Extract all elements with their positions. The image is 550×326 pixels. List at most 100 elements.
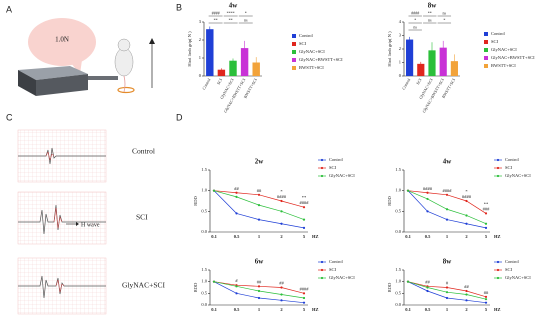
legend-swatch xyxy=(484,56,488,60)
annotation: ## xyxy=(464,284,469,289)
point xyxy=(465,214,468,217)
point xyxy=(302,206,306,209)
bar xyxy=(406,39,414,76)
legend-label: SCI xyxy=(299,41,307,46)
annotation: ** xyxy=(214,17,218,22)
panel-label: C xyxy=(6,112,13,122)
annotation: ** xyxy=(428,10,432,15)
legend-label: Control xyxy=(491,31,506,36)
y-tick-label: 0.0 xyxy=(395,229,401,234)
trace-box xyxy=(17,191,107,245)
point xyxy=(302,226,306,229)
arrow-head xyxy=(149,38,155,44)
y-tick-label: 1 xyxy=(199,55,201,60)
x-tick-label: 0.5 xyxy=(425,234,431,239)
panel-label: A xyxy=(6,4,12,14)
y-axis-label: RDD xyxy=(387,196,392,206)
h-wave-label: H wave xyxy=(81,222,100,228)
y-axis-label: RDD xyxy=(193,196,198,206)
x-axis-label: HZ xyxy=(312,234,319,239)
y-tick-label: 3 xyxy=(399,33,402,38)
device-rod xyxy=(88,76,118,80)
x-tick-label: 0.5 xyxy=(425,307,431,312)
point xyxy=(465,222,468,225)
legend-label: GlyNAC+SCI xyxy=(491,47,517,52)
annotation: * xyxy=(280,189,283,194)
legend-label: Control xyxy=(299,33,314,38)
bar xyxy=(217,69,226,76)
legend-label: GlyNAC+SCI xyxy=(505,173,531,178)
point xyxy=(465,299,468,302)
x-tick-label: 5 xyxy=(485,234,488,239)
y-tick-label: 1.5 xyxy=(201,167,207,172)
bar xyxy=(240,48,249,76)
point xyxy=(212,280,216,283)
legend-label: GlyNAC+SCI xyxy=(505,275,531,280)
point xyxy=(406,280,410,283)
rat-body xyxy=(114,47,134,77)
y-tick-label: 1.0 xyxy=(201,188,207,193)
point xyxy=(484,226,488,229)
chart-title: 4w xyxy=(443,158,453,166)
point xyxy=(445,291,449,294)
point xyxy=(484,298,488,301)
y-tick-label: 0.5 xyxy=(201,290,207,295)
trace-red xyxy=(55,279,65,293)
point xyxy=(465,289,468,293)
annotation: ## xyxy=(257,279,262,284)
y-tick-label: 1.0 xyxy=(201,279,207,284)
x-tick-label: SCI xyxy=(415,77,423,85)
legend-label: BWSTT+SCI xyxy=(299,65,324,70)
point xyxy=(302,218,306,221)
annotation: #### xyxy=(277,194,287,199)
y-tick-label: 2 xyxy=(399,46,401,51)
legend-swatch xyxy=(292,50,296,54)
chart-title: 8w xyxy=(428,2,438,10)
point xyxy=(484,212,488,215)
legend-swatch xyxy=(292,58,296,62)
bar xyxy=(450,61,458,76)
point xyxy=(445,208,449,211)
y-tick-label: 0 xyxy=(399,73,402,78)
y-axis-label: Hind limb grip( N ) xyxy=(387,31,392,67)
point xyxy=(445,193,449,196)
point xyxy=(280,210,283,213)
point xyxy=(235,212,238,215)
legend-swatch xyxy=(292,66,296,70)
legend-marker xyxy=(496,260,500,264)
x-tick-label: 1 xyxy=(258,307,261,312)
y-tick-label: 1.0 xyxy=(395,188,401,193)
x-tick-label: 1 xyxy=(446,234,449,239)
y-tick-label: 0.5 xyxy=(395,290,401,295)
annotation: ns xyxy=(244,17,248,22)
point xyxy=(235,292,238,295)
annotation: # xyxy=(446,281,449,286)
legend-label: BWSTT+SCI xyxy=(491,63,516,68)
x-tick-label: 0.1 xyxy=(405,234,411,239)
x-tick-label: 1 xyxy=(258,234,261,239)
legend-label: SCI xyxy=(491,39,499,44)
point xyxy=(445,218,449,221)
x-tick-label: Control xyxy=(201,77,212,91)
y-axis-label: Hind limb grip( N ) xyxy=(187,31,192,67)
y-axis-label: RDD xyxy=(387,282,392,292)
point xyxy=(465,293,468,296)
annotation: ## xyxy=(257,188,262,193)
legend-marker xyxy=(320,174,324,178)
point xyxy=(257,289,261,293)
rat-head xyxy=(117,38,131,52)
legend-label: GlyNAC+SCI xyxy=(299,49,325,54)
bar xyxy=(252,62,260,76)
point xyxy=(426,197,429,201)
legend-label: Control xyxy=(329,259,344,264)
legend-label: SCI xyxy=(329,267,337,272)
x-tick-label: 5 xyxy=(303,307,306,312)
trace-label: GlyNAC+SCI xyxy=(122,281,165,290)
legend-swatch xyxy=(484,48,488,52)
y-tick-label: 2 xyxy=(199,37,201,42)
bar xyxy=(229,60,237,76)
annotation: ## xyxy=(425,279,430,284)
y-tick-label: 3 xyxy=(199,19,202,24)
x-axis-label: HZ xyxy=(494,307,501,312)
chart-title: 8w xyxy=(443,258,453,266)
